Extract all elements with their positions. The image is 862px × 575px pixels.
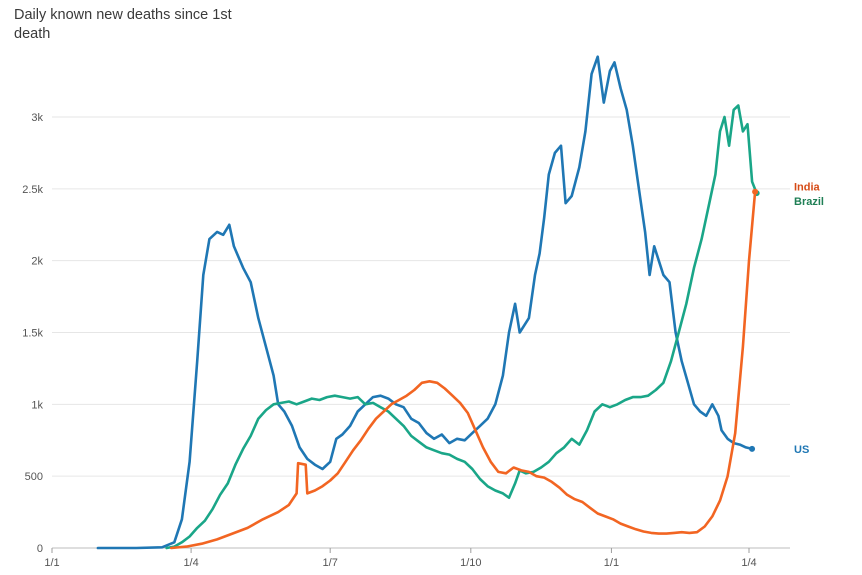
x-tick-label: 1/1	[44, 557, 59, 569]
x-tick-label: 1/10	[460, 557, 481, 569]
x-tick-label: 1/4	[183, 557, 198, 569]
end-label-us: US	[794, 444, 809, 456]
series-line-brazil	[165, 104, 758, 550]
series-end-dot-us	[749, 445, 756, 452]
x-tick-label: 1/7	[323, 557, 338, 569]
series-line-india	[169, 190, 757, 550]
y-tick-label: 2.5k	[22, 184, 43, 196]
y-tick-label: 500	[25, 471, 43, 483]
end-label-india: India	[794, 182, 821, 194]
y-tick-label: 1k	[31, 399, 43, 411]
chart-title: Daily known new deaths since 1st death	[14, 7, 232, 42]
gridlines	[52, 116, 790, 549]
series-end-dot-india	[752, 188, 759, 195]
y-tick-label: 0	[37, 543, 43, 555]
y-tick-label: 1.5k	[22, 328, 43, 340]
x-tick-label: 1/1	[604, 557, 619, 569]
y-tick-label: 3k	[31, 112, 43, 124]
x-tick-label: 1/4	[741, 557, 756, 569]
end-label-brazil: Brazil	[794, 196, 824, 208]
y-tick-label: 2k	[31, 256, 43, 268]
series-line-us	[96, 55, 754, 550]
